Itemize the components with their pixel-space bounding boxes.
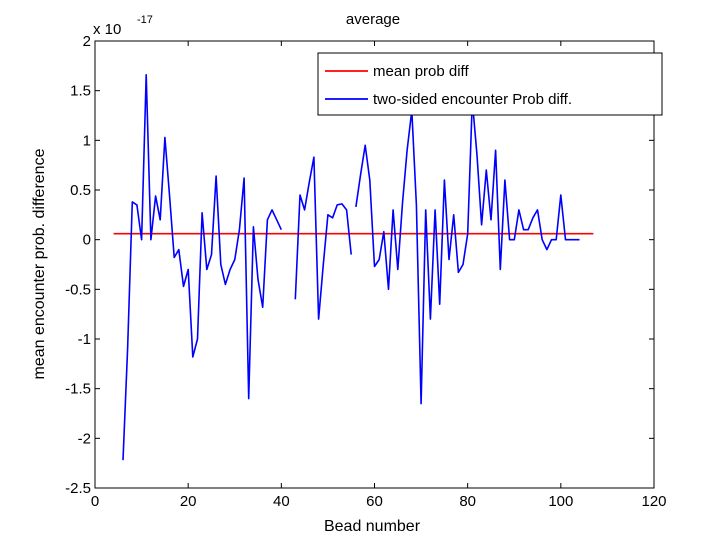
x-tick-label: 100: [548, 493, 573, 510]
y-tick-label: 0: [83, 232, 91, 249]
x-tick-label: 40: [273, 493, 290, 510]
legend-items: mean prob diff two-sided encounter Prob d…: [325, 63, 572, 108]
legend: mean prob diff two-sided encounter Prob d…: [317, 52, 663, 116]
y-multiplier-base: x 10: [93, 21, 121, 38]
y-tick-label: 0.5: [70, 182, 91, 199]
y-tick-label: 1: [83, 132, 91, 149]
chart-title: average: [346, 11, 400, 28]
y-tick-label: -1: [78, 331, 91, 348]
y-multiplier-exponent: -17: [137, 14, 153, 26]
axis-ticks: 0 20 40 60 80 100 120 -2.5 -2 -1.5 -1 -0.5 0 0.5 1 1.5 2: [65, 33, 666, 510]
x-tick-label: 0: [91, 493, 99, 510]
series-line-two-sided-encounter: [122, 74, 580, 461]
x-axis-label: Bead number: [324, 518, 421, 535]
y-tick-label: -0.5: [65, 281, 91, 298]
y-tick-label: 2: [83, 33, 91, 50]
legend-label: two-sided encounter Prob diff.: [373, 91, 572, 108]
y-tick-label: -2: [78, 430, 91, 447]
y-axis-label: mean encounter prob. difference: [31, 148, 48, 379]
y-tick-label: -2.5: [65, 480, 91, 497]
x-tick-label: 60: [366, 493, 383, 510]
y-axis-multiplier: x 10 -17: [93, 14, 153, 38]
legend-label: mean prob diff: [373, 63, 469, 80]
series-layer: [113, 74, 594, 461]
x-tick-label: 80: [459, 493, 476, 510]
legend-box: [317, 52, 663, 116]
x-tick-label: 20: [180, 493, 197, 510]
y-tick-label: -1.5: [65, 381, 91, 398]
y-tick-label: 1.5: [70, 83, 91, 100]
x-tick-label: 120: [641, 493, 666, 510]
